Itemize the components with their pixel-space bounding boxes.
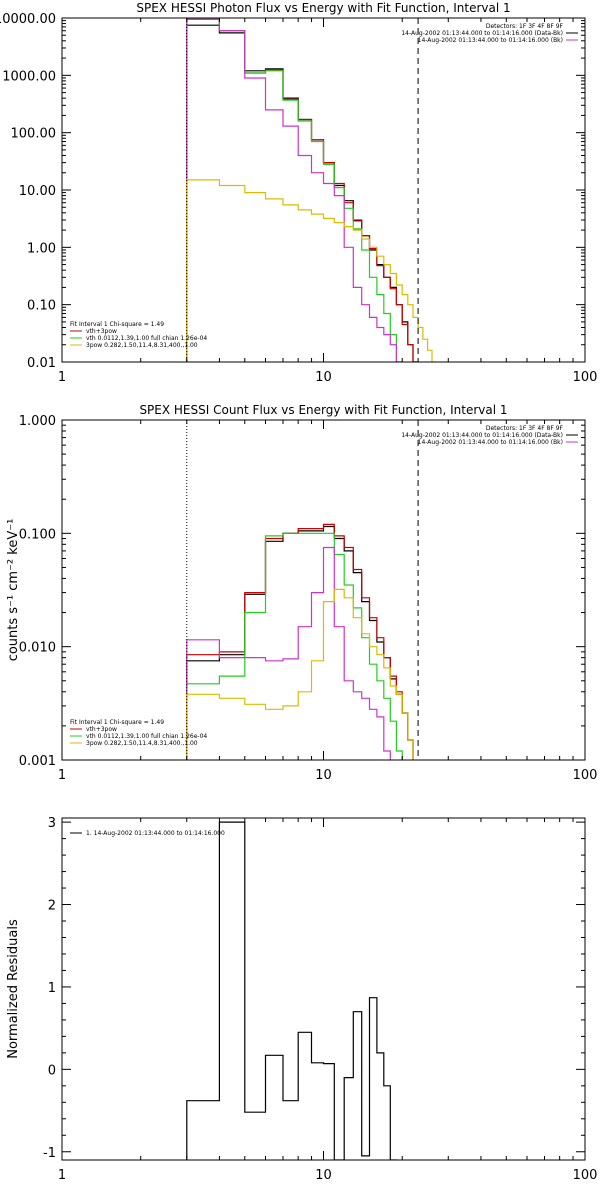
x-tick-label: 10 [315, 768, 332, 783]
header-line-3: 14-Aug-2002 01:13:44.000 to 01:14:16.000… [418, 37, 563, 44]
y-tick-label: -1 [43, 1146, 56, 1161]
y-tick-label: 100.00 [11, 127, 57, 142]
series-line-1 [186, 821, 397, 1160]
y-tick-label: 0.100 [19, 527, 56, 542]
x-tick-label: 100 [573, 370, 598, 385]
legend-entry-2: vth 0.0112,1.39,1.00 full chian 1.26e-04 [86, 733, 207, 740]
legend-entry-2: vth 0.0112,1.39,1.00 full chian 1.26e-04 [86, 335, 207, 342]
header-line-2: 14-Aug-2002 01:13:44.000 to 01:14:16.000… [401, 432, 563, 439]
legend-entry-3: 3pow 0.282,1.50,11.4,8.31,400.,1.00 [86, 342, 198, 349]
header-line-1: Detectors: 1F 3F 4F 8F 9F [486, 23, 564, 30]
y-tick-label: 2 [48, 899, 56, 914]
legend-title: Fit Interval 1 Chi-square = 1.49 [70, 321, 164, 328]
x-tick-label: 100 [573, 768, 598, 783]
x-tick-label: 1 [58, 768, 66, 783]
y-tick-label: 3 [48, 816, 56, 831]
y-axis-label: counts s⁻¹ cm⁻² keV⁻¹ [6, 519, 21, 662]
legend-entry-1: 1. 14-Aug-2002 01:13:44.000 to 01:14:16.… [86, 830, 225, 837]
y-tick-label: 10.00 [19, 184, 56, 199]
series-line-2 [186, 18, 419, 362]
x-tick-label: 10 [315, 1168, 332, 1183]
y-axis-label: Normalized Residuals [6, 919, 21, 1059]
x-tick-label: 1 [58, 1168, 66, 1183]
y-tick-label: 1.00 [27, 241, 56, 256]
series-line-1 [186, 24, 419, 362]
y-tick-label: 0.001 [19, 754, 56, 769]
chart-title: SPEX HESSI Photon Flux vs Energy with Fi… [136, 1, 510, 15]
chart-title: SPEX HESSI Count Flux vs Energy with Fit… [139, 403, 507, 417]
legend-entry-3: 3pow 0.282,1.50,11.4,8.31,400.,1.00 [86, 740, 198, 747]
header-line-3: 14-Aug-2002 01:13:44.000 to 01:14:16.000… [418, 439, 563, 446]
plot-frame [61, 17, 586, 363]
series-line-3 [186, 18, 403, 362]
series-line-4 [186, 18, 403, 362]
chart-panel-1: SPEX HESSI Photon Flux vs Energy with Fi… [0, 1, 598, 385]
y-tick-label: 0.010 [19, 641, 56, 656]
chart-panel-3: Normalized Residuals 1 10 100 -1 0 1 2 3 1. 14-Au… [6, 816, 597, 1183]
series-line-3 [186, 532, 403, 760]
series-line-5 [186, 588, 414, 760]
header-line-2: 14-Aug-2002 01:13:44.000 to 01:14:16.000… [401, 30, 563, 37]
x-tick-label: 10 [315, 370, 332, 385]
y-tick-label: 1 [48, 981, 56, 996]
legend-entry-1: vth+3pow [86, 328, 117, 335]
y-tick-label: 0 [48, 1063, 56, 1078]
legend-title: Fit Interval 1 Chi-square = 1.49 [70, 719, 164, 726]
series-line-2 [186, 523, 414, 760]
x-tick-label: 100 [573, 1168, 598, 1183]
legend-entry-1: vth+3pow [86, 726, 117, 733]
x-tick-label: 1 [58, 370, 66, 385]
header-line-1: Detectors: 1F 3F 4F 8F 9F [486, 425, 564, 432]
series-line-4 [186, 546, 391, 760]
y-tick-label: 1.000 [19, 414, 56, 429]
y-tick-label: 0.10 [27, 299, 56, 314]
plot-frame [61, 817, 586, 1161]
y-tick-label: 10000.00 [0, 12, 56, 27]
y-tick-label: 1000.00 [2, 69, 56, 84]
y-tick-label: 0.01 [27, 356, 56, 371]
series-line-5 [186, 179, 437, 362]
chart-panel-2: SPEX HESSI Count Flux vs Energy with Fit… [6, 403, 598, 783]
